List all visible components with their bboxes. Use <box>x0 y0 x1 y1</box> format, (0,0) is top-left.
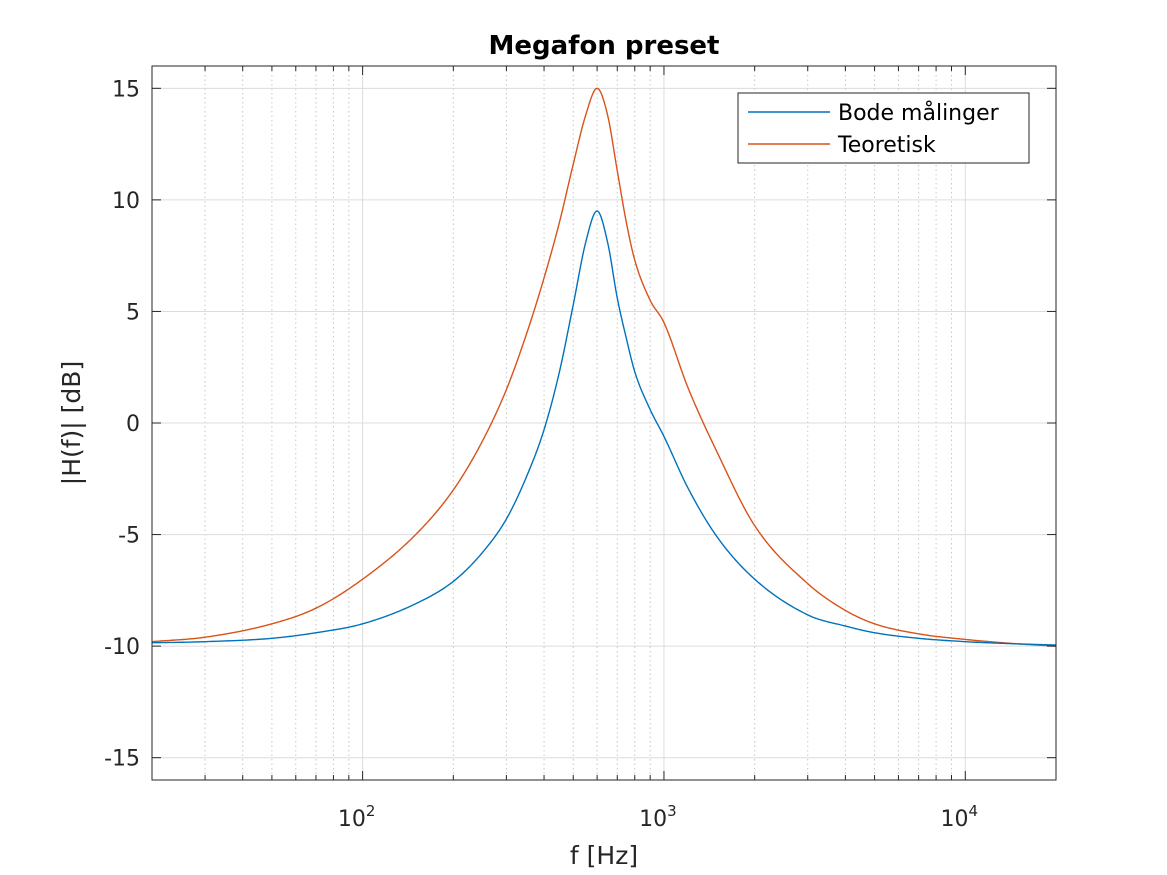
legend-label-teoretisk: Teoretisk <box>837 133 936 158</box>
y-tick-label: -10 <box>104 635 140 660</box>
y-tick-label: -15 <box>104 747 140 772</box>
x-tick-label: 102 <box>338 802 376 832</box>
series-layer <box>151 87 1057 647</box>
y-tick-label: 15 <box>112 77 140 102</box>
legend-label-bode: Bode målinger <box>838 100 1000 126</box>
series-line-teoretisk <box>151 87 1057 647</box>
legend-box <box>737 92 1030 164</box>
y-tick-label: 5 <box>126 300 140 325</box>
y-tick-label: 0 <box>126 412 140 437</box>
grid-layer <box>152 66 1056 780</box>
y-tick-label: -5 <box>118 524 140 549</box>
y-tick-label: 10 <box>112 189 140 214</box>
ticks-layer: 102 103 104 -15 -10 -5 0 5 10 15 <box>104 66 1056 832</box>
x-tick-label: 103 <box>639 802 677 832</box>
chart-title: Megafon preset <box>488 31 719 61</box>
x-tick-label: 104 <box>941 802 979 832</box>
x-axis-label: f [Hz] <box>570 841 638 870</box>
series-line-bode <box>151 210 1057 646</box>
y-axis-label: |H(f)| [dB] <box>57 361 86 485</box>
legend: Bode målinger Teoretisk <box>737 92 1030 164</box>
